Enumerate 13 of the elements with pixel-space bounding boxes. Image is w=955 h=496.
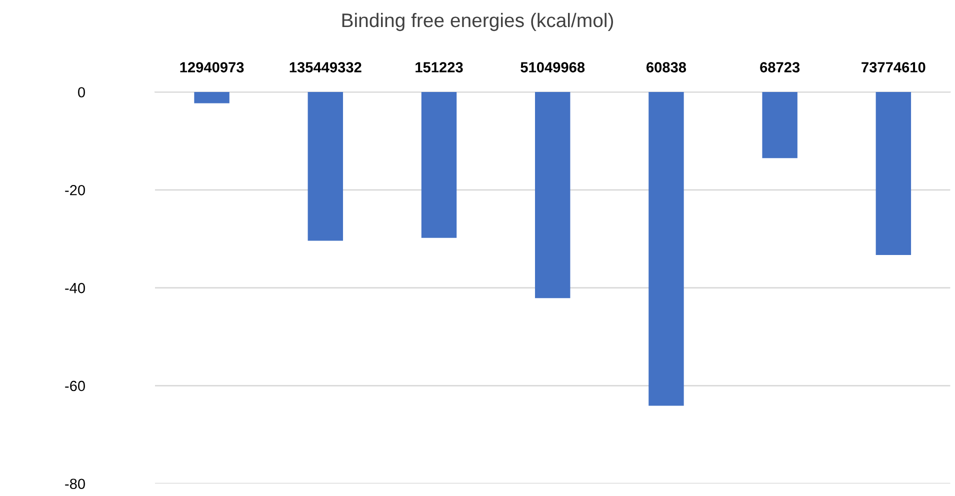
chart-title: Binding free energies (kcal/mol) <box>342 12 614 32</box>
y-tick-label: 0 <box>78 87 85 98</box>
x-tick-label: 135449332 <box>290 62 362 72</box>
y-tick-label: -60 <box>65 380 85 392</box>
x-tick-label: 12940973 <box>180 62 244 72</box>
x-tick-label: 73774610 <box>862 62 926 72</box>
x-tick-label: 60838 <box>646 62 686 72</box>
x-tick-label: 151223 <box>416 62 463 72</box>
x-tick-label: 68723 <box>760 62 800 72</box>
y-tick-label: -20 <box>65 185 85 196</box>
x-tick-label: 51049968 <box>520 62 585 72</box>
y-tick-label: -40 <box>65 282 85 294</box>
y-tick-label: -80 <box>65 478 85 490</box>
